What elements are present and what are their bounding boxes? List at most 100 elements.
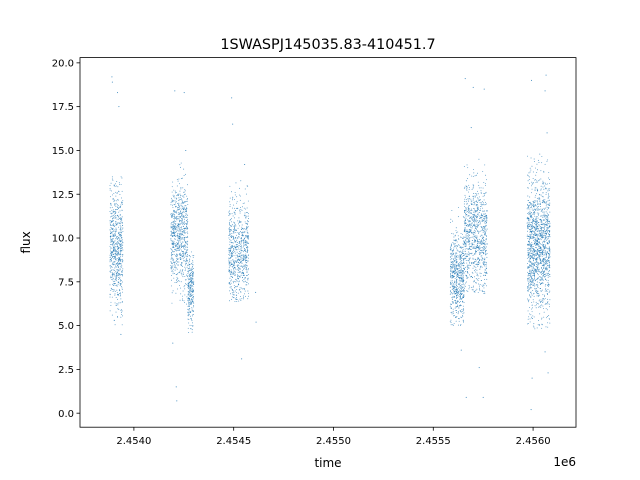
- data-point: [454, 271, 456, 273]
- data-point: [468, 211, 470, 212]
- data-point: [183, 231, 185, 233]
- data-point: [540, 246, 541, 248]
- data-point: [537, 262, 539, 263]
- data-point: [542, 196, 544, 198]
- data-point: [531, 273, 533, 274]
- data-point: [456, 247, 458, 249]
- data-point: [479, 208, 481, 210]
- data-point: [245, 257, 247, 259]
- data-point: [540, 254, 542, 256]
- data-point: [486, 222, 487, 224]
- data-point: [457, 264, 459, 266]
- data-point: [451, 276, 453, 278]
- data-point: [548, 236, 550, 237]
- data-point: [240, 240, 242, 242]
- data-point: [187, 297, 189, 298]
- data-point: [243, 297, 245, 298]
- data-point: [462, 250, 463, 252]
- data-point: [473, 269, 475, 271]
- data-point: [453, 255, 455, 257]
- data-point: [186, 214, 188, 215]
- data-point: [112, 288, 114, 290]
- data-point: [539, 302, 541, 303]
- data-point: [473, 220, 475, 221]
- data-point: [178, 253, 180, 255]
- data-point: [542, 242, 544, 244]
- data-point: [238, 232, 240, 234]
- data-point: [184, 211, 186, 212]
- data-point: [114, 247, 116, 249]
- data-point: [187, 264, 189, 266]
- data-point: [527, 280, 529, 282]
- data-point: [181, 233, 182, 235]
- data-point: [112, 194, 114, 196]
- data-point: [538, 262, 540, 264]
- data-point: [113, 199, 115, 201]
- data-point: [120, 248, 122, 250]
- data-point: [240, 259, 242, 261]
- data-point: [538, 293, 540, 294]
- data-point: [483, 227, 485, 229]
- data-point: [114, 282, 116, 284]
- data-point: [192, 273, 194, 275]
- data-point: [535, 307, 537, 309]
- data-point: [458, 262, 460, 264]
- data-point: [475, 225, 477, 227]
- data-point: [120, 298, 122, 300]
- data-point: [188, 303, 190, 305]
- data-point: [178, 195, 179, 196]
- data-point: [115, 213, 117, 214]
- data-point: [109, 284, 111, 286]
- data-point: [456, 289, 458, 291]
- data-point: [455, 301, 456, 303]
- data-point: [459, 270, 461, 272]
- data-point: [481, 239, 483, 241]
- data-point: [477, 200, 479, 202]
- data-point: [244, 277, 246, 279]
- data-point: [535, 187, 537, 189]
- data-point: [547, 216, 549, 218]
- data-point: [546, 219, 548, 221]
- data-point: [463, 240, 465, 242]
- data-point: [548, 291, 550, 293]
- data-point: [527, 175, 529, 177]
- data-point: [246, 269, 248, 271]
- data-point: [532, 248, 534, 249]
- data-point: [542, 264, 544, 266]
- data-point: [188, 304, 190, 306]
- data-point: [541, 215, 543, 217]
- data-point: [527, 208, 529, 210]
- data-point: [480, 259, 482, 261]
- data-point: [472, 289, 474, 291]
- data-point: [468, 237, 470, 238]
- data-point: [121, 270, 123, 272]
- data-point: [456, 241, 458, 243]
- data-point: [468, 188, 470, 190]
- data-point: [228, 211, 230, 213]
- data-point: [175, 246, 177, 248]
- data-point: [247, 242, 249, 244]
- data-point: [462, 320, 464, 322]
- data-point: [542, 275, 544, 277]
- data-point: [541, 265, 543, 267]
- data-point: [234, 194, 236, 196]
- data-point: [451, 258, 452, 260]
- data-point: [455, 267, 457, 269]
- data-point: [484, 252, 486, 254]
- data-point: [116, 203, 118, 205]
- data-point: [451, 264, 453, 265]
- data-point: [483, 219, 485, 221]
- data-point: [526, 234, 528, 236]
- data-point: [467, 219, 469, 221]
- data-point: [233, 221, 235, 223]
- data-point: [238, 280, 240, 282]
- data-point: [117, 308, 119, 310]
- data-point: [536, 230, 538, 232]
- data-point: [463, 286, 465, 288]
- data-point: [461, 257, 463, 259]
- data-point: [467, 271, 469, 273]
- data-point: [531, 281, 532, 283]
- data-point: [231, 217, 232, 219]
- data-point: [528, 213, 530, 215]
- data-point: [183, 196, 185, 198]
